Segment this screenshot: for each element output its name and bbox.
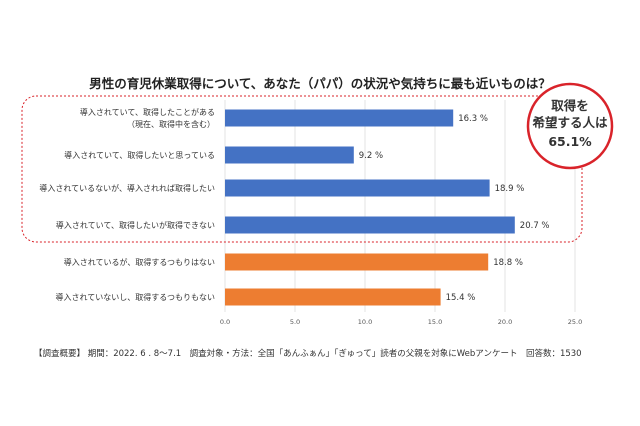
bars <box>225 109 515 306</box>
x-tick-label: 0.0 <box>220 318 230 326</box>
callout-line-2: 希望する人は <box>531 115 608 130</box>
value-label: 9.2 % <box>359 151 383 161</box>
x-tick-label: 10.0 <box>358 318 372 326</box>
value-label: 18.9 % <box>495 184 525 194</box>
callout-line-3: 65.1% <box>548 134 592 149</box>
highlight-dotted-box <box>21 95 583 243</box>
x-tick-labels: 0.0 5.0 10.0 15.0 20.0 25.0 <box>220 318 582 326</box>
gridlines <box>224 100 576 312</box>
category-label: 導入されているないが、導入されれば取得したい <box>39 183 215 193</box>
bar <box>225 179 490 197</box>
x-tick-label: 5.0 <box>290 318 300 326</box>
x-tick-label: 20.0 <box>498 318 512 326</box>
value-label: 20.7 % <box>520 221 550 231</box>
x-tick-label: 15.0 <box>428 318 442 326</box>
value-labels: 16.3 % 9.2 % 18.9 % 20.7 % 18.8 % 15.4 % <box>359 114 550 303</box>
chart-title: 男性の育児休業取得について、あなた（パパ）の状況や気持ちに最も近いものは？ <box>89 76 551 91</box>
value-label: 15.4 % <box>446 293 476 303</box>
callout-badge: 取得を 希望する人は 65.1% <box>526 82 614 170</box>
category-label: 導入されていて、取得したいと思っている <box>64 150 215 160</box>
x-tick-label: 25.0 <box>568 318 582 326</box>
bar <box>225 146 354 164</box>
category-label: 導入されているが、取得するつもりはない <box>64 257 215 267</box>
category-label: 導入されていて、取得したいが取得できない <box>56 220 215 230</box>
survey-footnote: 【調査概要】 期間：2022. 6 . 8～7.1 調査対象・方法：全国「あんふ… <box>34 349 582 359</box>
callout-circle <box>526 82 614 170</box>
category-label: 導入されていないし、取得するつもりもない <box>56 292 215 302</box>
category-label: （現在、取得中を含む） <box>127 119 215 129</box>
category-label: 導入されていて、取得したことがある <box>80 107 215 117</box>
bar <box>225 109 454 127</box>
category-labels: 導入されていて、取得したことがある （現在、取得中を含む） 導入されていて、取得した… <box>39 107 215 302</box>
bar <box>225 288 441 306</box>
callout-line-1: 取得を <box>551 98 589 113</box>
value-label: 16.3 % <box>458 114 488 124</box>
bar <box>225 216 515 234</box>
bar <box>225 253 489 271</box>
value-label: 18.8 % <box>493 258 523 268</box>
